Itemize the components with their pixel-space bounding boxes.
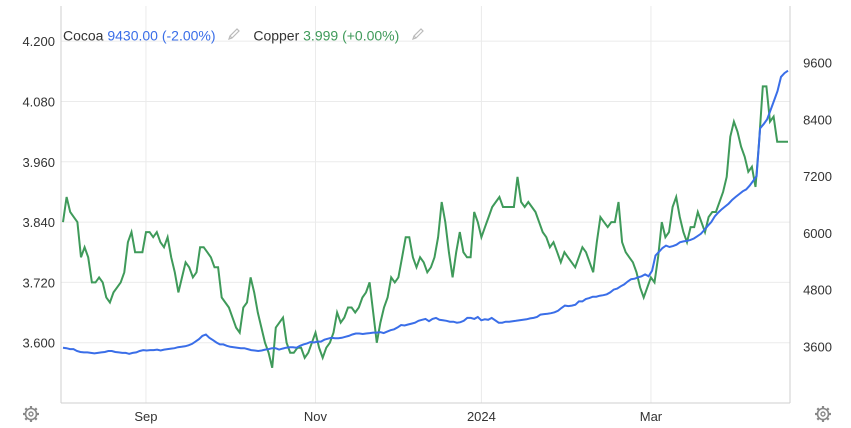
right-tick-label: 7200: [803, 169, 832, 184]
right-tick-label: 9600: [803, 56, 832, 71]
left-tick-label: 4.080: [22, 94, 55, 109]
legend-cocoa-value: 9430.00: [107, 27, 158, 44]
legend-copper-name[interactable]: Copper: [253, 27, 300, 44]
left-tick-label: 4.200: [22, 34, 55, 49]
right-tick-label: 4800: [803, 283, 832, 298]
chart-legend: Cocoa 9430.00 (-2.00%) Copper 3.999 (+0.…: [63, 26, 433, 44]
x-tick-label: Sep: [134, 409, 157, 424]
right-tick-label: 6000: [803, 226, 832, 241]
x-tick-label: Nov: [304, 409, 328, 424]
right-tick-label: 3600: [803, 339, 832, 354]
pencil-icon[interactable]: [411, 27, 425, 44]
gear-icon[interactable]: [814, 405, 832, 423]
left-tick-label: 3.960: [22, 155, 55, 170]
legend-copper-value: 3.999: [303, 27, 339, 44]
legend-cocoa-name[interactable]: Cocoa: [63, 27, 104, 44]
left-tick-label: 3.720: [22, 275, 55, 290]
x-axis-ticks: Sep Nov 2024 Mar: [134, 409, 662, 424]
left-tick-label: 3.600: [22, 336, 55, 351]
right-tick-label: 8400: [803, 112, 832, 127]
pencil-icon[interactable]: [227, 27, 241, 44]
left-axis-ticks: 3.600 3.720 3.840 3.960 4.080 4.200: [22, 34, 55, 351]
series-line-copper: [62, 85, 788, 369]
x-tick-label: Mar: [640, 409, 663, 424]
right-axis-ticks: 3600 4800 6000 7200 8400 9600: [803, 56, 832, 355]
series-line-cocoa: [62, 69, 789, 355]
grid: [61, 6, 790, 403]
left-tick-label: 3.840: [22, 215, 55, 230]
legend-copper-change: (+0.00%): [342, 27, 400, 44]
x-tick-label: 2024: [467, 409, 496, 424]
legend-cocoa-change: (-2.00%): [161, 27, 216, 44]
gear-icon[interactable]: [22, 405, 40, 423]
